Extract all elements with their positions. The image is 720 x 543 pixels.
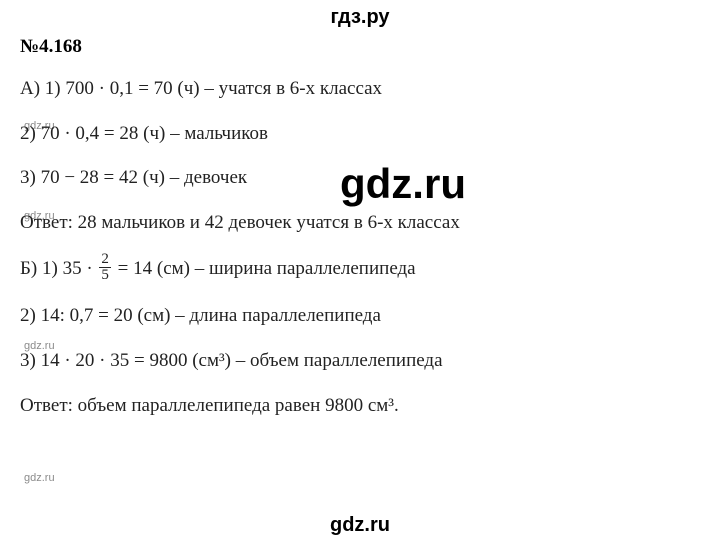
part-a-step-2: 2) 70 · 0,4 = 28 (ч) – мальчиков bbox=[20, 121, 700, 148]
fraction-two-fifths: 25 bbox=[99, 252, 111, 283]
part-b-step-1-prefix: Б) 1) 35 · bbox=[20, 258, 97, 279]
center-watermark: gdz.ru bbox=[340, 160, 466, 208]
solution-content: №4.168 А) 1) 700 · 0,1 = 70 (ч) – учатся… bbox=[20, 36, 700, 437]
small-watermark: gdz.ru bbox=[24, 472, 55, 484]
part-b-step-3: 3) 14 · 20 · 35 = 9800 (см³) – объем пар… bbox=[20, 348, 700, 375]
part-b-step-1-suffix: = 14 (см) – ширина параллелепипеда bbox=[113, 258, 416, 279]
header-watermark: гдз.ру bbox=[0, 6, 720, 29]
part-b-step-2: 2) 14: 0,7 = 20 (см) – длина параллелепи… bbox=[20, 303, 700, 330]
footer-watermark: gdz.ru bbox=[0, 514, 720, 537]
part-a-step-1: А) 1) 700 · 0,1 = 70 (ч) – учатся в 6-х … bbox=[20, 76, 700, 103]
part-a-answer: Ответ: 28 мальчиков и 42 девочек учатся … bbox=[20, 210, 700, 237]
problem-number: №4.168 bbox=[20, 36, 700, 58]
part-b-step-1: Б) 1) 35 · 25 = 14 (см) – ширина паралле… bbox=[20, 254, 700, 285]
fraction-numerator: 2 bbox=[99, 252, 111, 268]
fraction-denominator: 5 bbox=[99, 268, 111, 283]
part-b-answer: Ответ: объем параллелепипеда равен 9800 … bbox=[20, 393, 700, 420]
